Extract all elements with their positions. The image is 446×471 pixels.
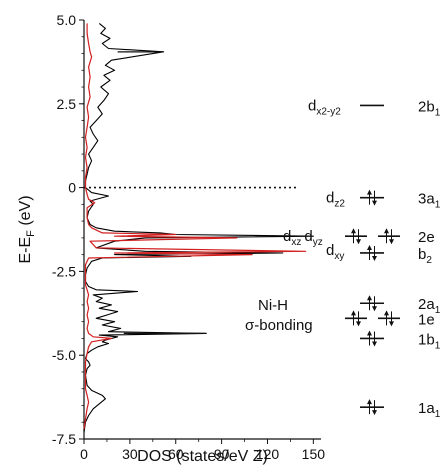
orbital-name: d	[326, 190, 334, 207]
electron-pair-arrows	[384, 228, 394, 245]
y-tick-label: 0	[68, 180, 76, 196]
y-tick-label: 2.5	[57, 96, 77, 112]
y-tick-label: -5.0	[52, 347, 76, 363]
symmetry-subscript: 1	[435, 107, 441, 118]
orbital-subscript-2: yz	[313, 237, 323, 248]
spin-up-arrowhead	[367, 295, 372, 301]
x-tick-label: 90	[214, 446, 230, 462]
symmetry-label: b2	[418, 246, 432, 266]
spin-up-arrowhead	[384, 228, 389, 234]
symmetry-label: 2a1	[418, 296, 441, 316]
spin-down-arrowhead	[372, 341, 377, 347]
symmetry-label: 1b1	[418, 331, 441, 351]
x-tick-label: 120	[256, 446, 280, 462]
symmetry-main: b	[418, 246, 426, 263]
orbital-label: dz2	[326, 190, 345, 210]
spin-up-arrowhead	[367, 399, 372, 405]
spin-down-arrowhead	[372, 306, 377, 312]
spin-down-arrowhead	[356, 321, 361, 327]
spin-up-arrowhead	[351, 310, 356, 316]
annotation-ni-h: Ni-H	[258, 297, 288, 314]
symmetry-subscript: 1	[435, 409, 441, 420]
y-axis-label: E-EF (eV)	[17, 195, 37, 263]
spin-up-arrowhead	[367, 244, 372, 250]
orbital-name: d	[308, 97, 316, 114]
electron-pair-arrows	[351, 310, 361, 327]
orbital-name: d	[326, 242, 334, 259]
symmetry-subscript: 1	[435, 305, 441, 316]
spin-up-arrowhead	[367, 189, 372, 195]
y-tick-label: -7.5	[52, 431, 76, 447]
spin-up-arrowhead	[351, 228, 356, 234]
dos-total-line	[83, 22, 314, 433]
symmetry-main: 2b	[418, 98, 435, 115]
electron-pair-arrows	[367, 189, 377, 206]
y-axis-label-subscript: F	[25, 230, 37, 237]
symmetry-label: 1e	[418, 311, 435, 328]
spin-down-arrowhead	[356, 239, 361, 245]
symmetry-subscript: 2	[426, 255, 432, 266]
spin-down-arrowhead	[389, 239, 394, 245]
annotation-sigma-bonding: σ-bonding	[245, 317, 313, 334]
x-axis-label: DOS (states/eV Z)	[137, 448, 268, 465]
spin-down-arrowhead	[372, 200, 377, 206]
orbital-subscript: xy	[334, 251, 344, 262]
electron-pair-arrows	[367, 295, 377, 312]
symmetry-label: 2b1	[418, 98, 441, 118]
dos-projected-line	[83, 23, 307, 429]
spin-down-arrowhead	[389, 321, 394, 327]
orbital-label: dxz dyz	[283, 228, 323, 248]
orbital-subscript: x2-y2	[316, 106, 341, 117]
symmetry-main: 2a	[418, 296, 435, 313]
x-tick-label: 30	[122, 446, 138, 462]
electron-pair-arrows	[367, 330, 377, 347]
annotations: Ni-H σ-bonding	[117, 51, 313, 335]
dos-series	[83, 22, 314, 433]
orbital-subscript: z2	[334, 199, 345, 210]
symmetry-label: 1a1	[418, 400, 441, 420]
spin-down-arrowhead	[372, 410, 377, 416]
y-tick-label: -2.5	[52, 263, 76, 279]
symmetry-main: 1a	[418, 400, 435, 417]
orbital-label: dxy	[326, 242, 344, 262]
symmetry-main: 1b	[418, 331, 435, 348]
spin-up-arrowhead	[367, 330, 372, 336]
y-axis-label-unit: (eV)	[17, 195, 34, 230]
x-tick-label: 0	[80, 446, 88, 462]
y-tick-label: 5.0	[57, 12, 77, 28]
orbital-name-2: d	[304, 228, 312, 245]
symmetry-subscript: 1	[435, 200, 441, 211]
orbital-label: dx2-y2	[308, 97, 341, 117]
electron-pair-arrows	[351, 228, 361, 245]
spin-down-arrowhead	[372, 255, 377, 261]
y-axis-label-main: E-E	[17, 237, 34, 264]
symmetry-label: 2e	[418, 229, 435, 246]
x-tick-label: 60	[168, 446, 184, 462]
orbital-name: d	[283, 228, 291, 245]
symmetry-subscript: 1	[435, 340, 441, 351]
electron-pair-arrows	[367, 244, 377, 261]
symmetry-main: 3a	[418, 191, 435, 208]
symmetry-main: 2e	[418, 229, 435, 246]
spin-up-arrowhead	[384, 310, 389, 316]
x-tick-label: 150	[302, 446, 326, 462]
electron-pair-arrows	[384, 310, 394, 327]
orbital-subscript: xz	[291, 237, 301, 248]
symmetry-label: 3a1	[418, 191, 441, 211]
electron-pair-arrows	[367, 399, 377, 416]
symmetry-main: 1e	[418, 311, 435, 328]
